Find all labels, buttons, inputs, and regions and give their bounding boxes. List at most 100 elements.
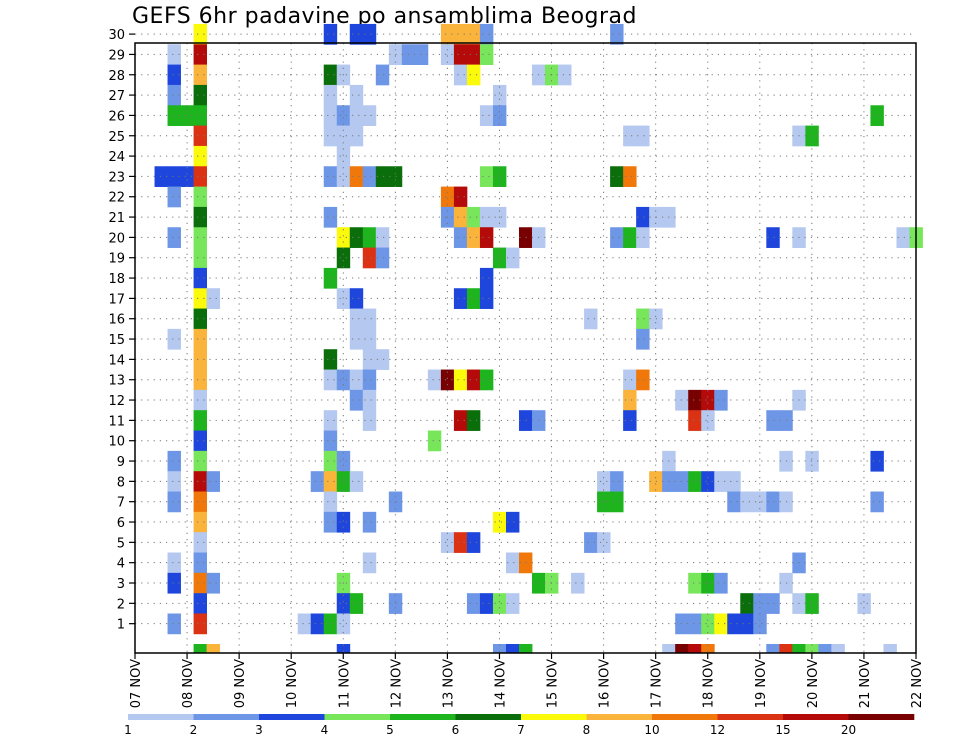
- heatmap-cell: [193, 328, 207, 350]
- heatmap-cell: [610, 491, 624, 513]
- heatmap-cell: [323, 64, 338, 86]
- heatmap-cell: [206, 572, 221, 594]
- legend-color-swatch: [259, 714, 325, 720]
- heatmap-cell: [701, 389, 715, 411]
- heatmap-cell: [193, 613, 207, 635]
- heatmap-cell: [688, 471, 702, 492]
- heatmap-cell: [753, 593, 767, 614]
- heatmap-cell: [714, 471, 728, 492]
- heatmap-cell: [323, 84, 338, 106]
- heatmap-cell: [479, 288, 494, 309]
- heatmap-cell: [349, 105, 364, 126]
- heatmap-cell: [336, 288, 351, 309]
- heatmap-cell: [362, 227, 377, 248]
- heatmap-cell: [336, 166, 351, 187]
- heatmap-cell: [505, 247, 520, 269]
- heatmap-cell: [336, 105, 351, 126]
- legend-tick-label: 15: [775, 723, 790, 737]
- x-tick-label: 11 NOV: [337, 659, 352, 708]
- heatmap-cell: [154, 166, 168, 187]
- y-tick-label: 3: [117, 577, 125, 592]
- heatmap-cell: [857, 593, 871, 614]
- heatmap-cell: [193, 369, 207, 391]
- heatmap-cell: [896, 227, 910, 248]
- heatmap-cell: [323, 613, 338, 635]
- heatmap-cell: [714, 572, 728, 594]
- heatmap-cell: [479, 267, 494, 289]
- heatmap-cell: [805, 593, 819, 614]
- heatmap-cell: [362, 369, 377, 391]
- heatmap-cell: [193, 471, 207, 492]
- heatmap-cell: [362, 552, 377, 574]
- heatmap-cell: [466, 64, 481, 86]
- heatmap-cell: [362, 23, 377, 45]
- y-tick-label: 16: [108, 313, 125, 328]
- y-tick-label: 8: [117, 475, 125, 490]
- heatmap-cell: [206, 288, 221, 309]
- heatmap-cell: [310, 471, 325, 492]
- heatmap-cell: [323, 471, 338, 492]
- y-tick-label: 27: [108, 89, 125, 104]
- heatmap-cell: [167, 44, 181, 65]
- heatmap-cell: [193, 206, 207, 228]
- heatmap-cell: [466, 227, 481, 248]
- heatmap-cell: [193, 84, 207, 106]
- heatmap-cell: [375, 166, 390, 187]
- y-tick-label: 17: [108, 292, 125, 307]
- heatmap-cell: [479, 166, 494, 187]
- heatmap-cell: [701, 644, 715, 653]
- y-tick-label: 11: [108, 414, 125, 429]
- x-tick-label: 10 NOV: [285, 659, 300, 708]
- heatmap-cell: [479, 227, 494, 248]
- heatmap-cell: [675, 613, 689, 635]
- heatmap-cell: [167, 166, 181, 187]
- heatmap-cell: [766, 644, 780, 653]
- heatmap-cell: [453, 288, 468, 309]
- heatmap-cell: [427, 430, 442, 452]
- heatmap-cell: [323, 349, 338, 370]
- heatmap-cell: [688, 613, 702, 635]
- heatmap-cell: [362, 328, 377, 350]
- heatmap-cell: [505, 593, 520, 614]
- heatmap-cell: [440, 532, 455, 553]
- heatmap-cell: [193, 349, 207, 370]
- heatmap-cell: [466, 44, 481, 65]
- heatmap-cell: [349, 23, 364, 45]
- legend-color-swatch: [783, 714, 849, 720]
- heatmap-cell: [753, 613, 767, 635]
- heatmap-cell: [193, 125, 207, 147]
- heatmap-cell: [193, 288, 207, 309]
- heatmap-cell: [883, 644, 897, 653]
- heatmap-cell: [336, 145, 351, 167]
- heatmap-cell: [727, 491, 741, 513]
- heatmap-cell: [479, 44, 494, 65]
- legend-tick-label: 12: [710, 723, 725, 737]
- y-tick-label: 28: [108, 69, 125, 84]
- y-tick-label: 24: [108, 150, 125, 165]
- heatmap-cell: [688, 389, 702, 411]
- heatmap-cell: [193, 23, 207, 45]
- heatmap-cell: [466, 23, 481, 45]
- heatmap-cell: [479, 369, 494, 391]
- heatmap-cell: [323, 23, 338, 45]
- x-tick-label: 07 NOV: [129, 659, 144, 708]
- grid-lines: [134, 33, 917, 653]
- heatmap-cell: [362, 166, 377, 187]
- heatmap-cell: [453, 23, 468, 45]
- heatmap-cell: [323, 491, 338, 513]
- legend-tick-label: 2: [190, 723, 198, 737]
- heatmap-cell: [323, 166, 338, 187]
- y-tick-label: 15: [108, 333, 125, 348]
- heatmap-cell: [336, 369, 351, 391]
- heatmap-cell: [584, 308, 598, 330]
- heatmap-cell: [701, 410, 715, 431]
- y-tick-label: 12: [108, 394, 125, 409]
- x-tick-label: 08 NOV: [181, 659, 196, 708]
- heatmap-cell: [336, 613, 351, 635]
- heatmap-cell: [193, 44, 207, 65]
- heatmap-cell: [440, 369, 455, 391]
- heatmap-cell: [492, 511, 507, 533]
- heatmap-cell: [180, 105, 194, 126]
- heatmap-cell: [414, 44, 429, 65]
